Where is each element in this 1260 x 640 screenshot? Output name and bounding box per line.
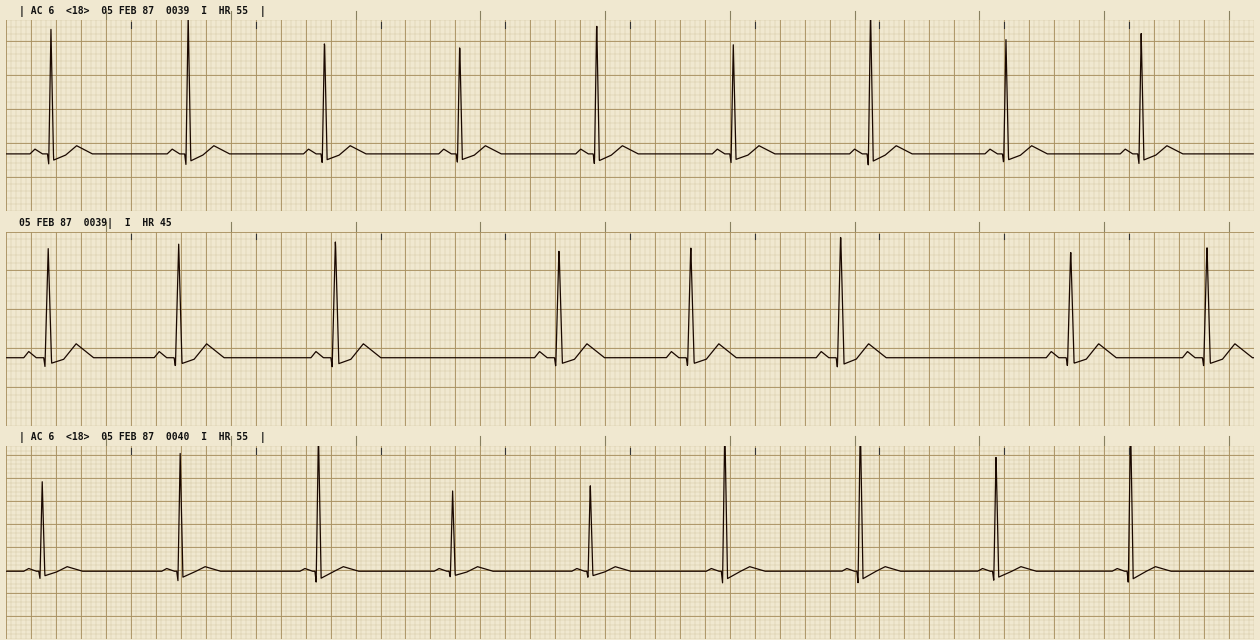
Text: | AC 6  <18>  05 FEB 87  0039  I  HR 55  |: | AC 6 <18> 05 FEB 87 0039 I HR 55 | <box>19 6 266 17</box>
Text: 05 FEB 87  0039|  I  HR 45: 05 FEB 87 0039| I HR 45 <box>19 218 171 228</box>
Text: | AC 6  <18>  05 FEB 87  0040  I  HR 55  |: | AC 6 <18> 05 FEB 87 0040 I HR 55 | <box>19 432 266 443</box>
